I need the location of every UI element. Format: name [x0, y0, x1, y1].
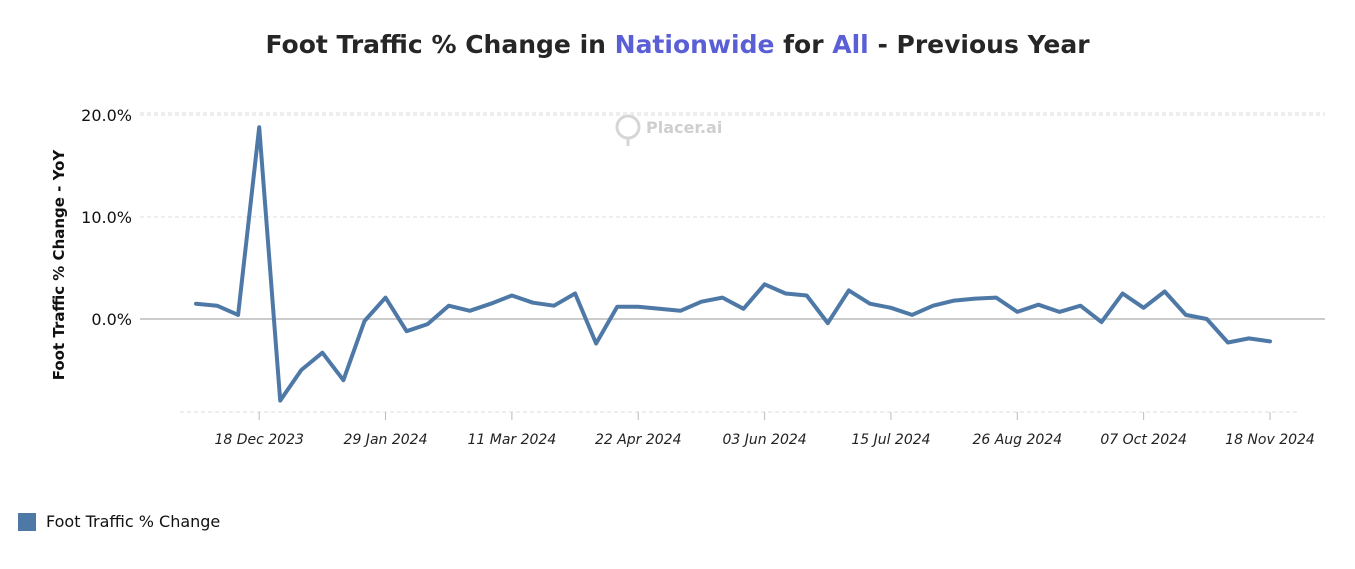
data-point[interactable]	[1056, 309, 1062, 315]
x-tick-label: 03 Jun 2024	[722, 432, 806, 448]
line-chart: Placer.ai 20.0% 10.0% 0.0% 18 Dec 2023 29 J…	[50, 106, 1325, 448]
y-axis-label: Foot Traffic % Change - YoY	[50, 149, 68, 381]
data-point[interactable]	[1077, 303, 1083, 309]
data-point[interactable]	[572, 291, 578, 297]
data-point[interactable]	[825, 320, 831, 326]
data-point[interactable]	[656, 306, 662, 312]
data-point[interactable]	[741, 306, 747, 312]
data-point[interactable]	[1183, 312, 1189, 318]
x-tick-label: 07 Oct 2024	[1100, 432, 1187, 448]
data-point[interactable]	[319, 350, 325, 356]
data-point[interactable]	[593, 340, 599, 346]
legend-label: Foot Traffic % Change	[46, 512, 221, 531]
data-point[interactable]	[867, 301, 873, 307]
data-point[interactable]	[193, 301, 199, 307]
data-point[interactable]	[509, 293, 515, 299]
y-tick-label: 20.0%	[81, 106, 132, 125]
data-point[interactable]	[446, 303, 452, 309]
x-tick-label: 18 Nov 2024	[1225, 432, 1315, 448]
title-category[interactable]: All	[832, 30, 869, 59]
data-point[interactable]	[235, 312, 241, 318]
series-line-foot-traffic[interactable]	[194, 125, 1272, 403]
watermark-text: Placer.ai	[646, 118, 722, 137]
data-point[interactable]	[1246, 335, 1252, 341]
y-tick-label: 10.0%	[81, 208, 132, 227]
title-part3: - Previous Year	[868, 30, 1090, 59]
data-point[interactable]	[1120, 291, 1126, 297]
data-point[interactable]	[1141, 305, 1147, 311]
data-point[interactable]	[762, 281, 768, 287]
data-point[interactable]	[277, 398, 283, 404]
x-tick-label: 15 Jul 2024	[851, 432, 930, 448]
data-point[interactable]	[1035, 302, 1041, 308]
title-part2: for	[774, 30, 833, 59]
x-tick-label: 11 Mar 2024	[467, 432, 556, 448]
data-point[interactable]	[1204, 316, 1210, 322]
data-point[interactable]	[972, 296, 978, 302]
data-point[interactable]	[951, 298, 957, 304]
data-point[interactable]	[698, 299, 704, 305]
data-point[interactable]	[340, 377, 346, 383]
data-point[interactable]	[993, 295, 999, 301]
data-point[interactable]	[425, 321, 431, 327]
data-point[interactable]	[298, 367, 304, 373]
data-point[interactable]	[635, 304, 641, 310]
data-point[interactable]	[804, 293, 810, 299]
data-point[interactable]	[530, 300, 536, 306]
data-point[interactable]	[1267, 338, 1273, 344]
legend-swatch	[18, 512, 36, 531]
x-tick-label: 26 Aug 2024	[972, 432, 1062, 448]
data-point[interactable]	[404, 328, 410, 334]
title-region[interactable]: Nationwide	[614, 30, 775, 59]
y-tick-label: 0.0%	[91, 310, 132, 329]
x-tick-label: 18 Dec 2023	[214, 432, 303, 448]
title-part1: Foot Traffic % Change in	[265, 30, 615, 59]
data-point[interactable]	[256, 124, 262, 130]
data-point[interactable]	[888, 305, 894, 311]
data-point[interactable]	[783, 291, 789, 297]
data-point[interactable]	[467, 308, 473, 314]
data-point[interactable]	[1162, 288, 1168, 294]
data-point[interactable]	[1225, 339, 1231, 345]
data-point[interactable]	[361, 318, 367, 324]
data-point[interactable]	[930, 303, 936, 309]
x-tick-label: 22 Apr 2024	[595, 432, 682, 448]
data-point[interactable]	[383, 295, 389, 301]
data-point[interactable]	[677, 308, 683, 314]
placer-logo-watermark: Placer.ai	[615, 114, 722, 146]
data-point[interactable]	[614, 304, 620, 310]
data-point[interactable]	[909, 312, 915, 318]
data-point[interactable]	[214, 303, 220, 309]
x-tick-label: 29 Jan 2024	[344, 432, 428, 448]
data-point[interactable]	[1014, 309, 1020, 315]
data-point[interactable]	[551, 303, 557, 309]
chart-title: Foot Traffic % Change in Nationwide for …	[0, 30, 1355, 59]
placer-logo-icon	[615, 114, 641, 140]
data-point[interactable]	[1099, 319, 1105, 325]
data-point[interactable]	[846, 287, 852, 293]
data-point[interactable]	[488, 301, 494, 307]
data-point[interactable]	[719, 295, 725, 301]
legend: Foot Traffic % Change	[18, 512, 220, 531]
